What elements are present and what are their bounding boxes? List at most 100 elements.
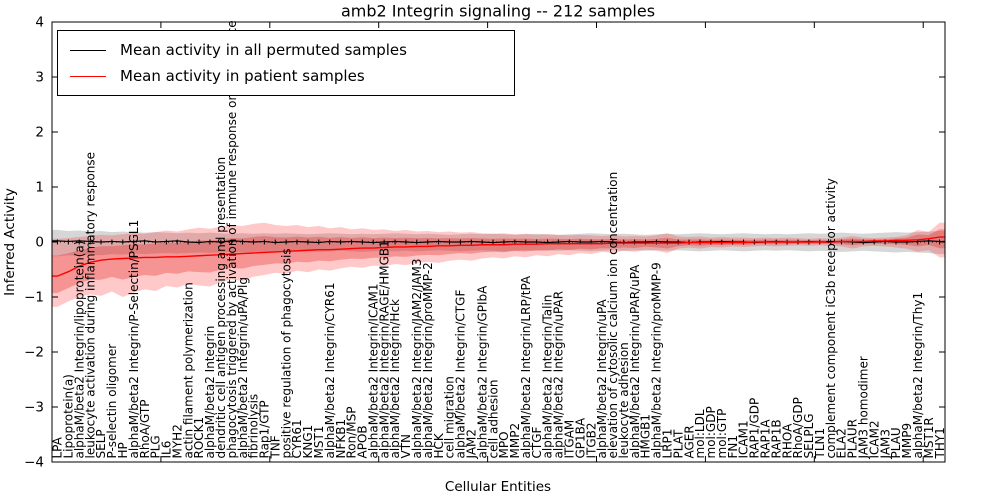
x-tick-label: PLAUR xyxy=(846,419,860,459)
x-tick-label: FN1 xyxy=(726,435,740,459)
y-tick-label: 0 xyxy=(35,235,44,251)
x-tick-label: JAM3 xyxy=(878,429,892,460)
x-tick-label: alphaM/beta2 Integrin/RAGE/HMGB1 xyxy=(377,240,391,458)
y-tick-label: −1 xyxy=(24,290,44,306)
x-tick-label: alphaM/beta2 Integrin/CTGF xyxy=(454,290,468,459)
x-tick-label: alphaM/beta2 Integrin/proMMP-9 xyxy=(650,262,664,458)
x-tick-label: TLN1 xyxy=(813,428,827,460)
chart-title: amb2 Integrin signaling -- 212 samples xyxy=(340,1,656,21)
x-tick-label: RAP1A xyxy=(759,419,773,459)
x-tick-label: ITGB2 xyxy=(584,422,598,458)
x-tick-label: fibrinolysis xyxy=(247,394,261,459)
x-tick-label: SELP xyxy=(94,429,108,458)
x-tick-label: mol:GDP xyxy=(704,406,718,458)
x-tick-label: Lipoprotein(a) xyxy=(62,374,76,458)
axis-ticks xyxy=(52,21,945,463)
x-tick-label: ROCK1 xyxy=(192,417,206,459)
x-tick-label: phagocytosis triggered by activation of … xyxy=(225,20,239,458)
x-tick-label: P-selectin oligomer xyxy=(105,344,119,459)
x-tick-label: alphaM/beta2 Integrin xyxy=(203,326,217,459)
x-tick-label: MMP9 xyxy=(900,423,914,459)
y-tick-label: 1 xyxy=(35,180,44,196)
x-tick-label: RAP1B xyxy=(769,419,783,458)
x-axis-title: Cellular Entities xyxy=(444,479,552,495)
x-tick-label: APOB xyxy=(356,425,370,458)
y-tick-label: −3 xyxy=(24,400,44,416)
x-tick-label: alphaM/beta2 Integrin/LRP/tPA xyxy=(519,275,533,458)
x-tick-label: PLG xyxy=(149,435,163,458)
x-tick-label: leukocyte activation during inflammatory… xyxy=(83,152,97,459)
x-tick-label: HMGB1 xyxy=(639,414,653,459)
x-tick-label: PLAT xyxy=(671,429,685,458)
x-tick-label: alphaM/beta2 Integrin/Hck xyxy=(388,299,402,459)
x-tick-label: ICAM1 xyxy=(737,420,751,458)
patient-band-inner xyxy=(52,229,945,294)
x-tick-label: MST1 xyxy=(312,426,326,459)
x-tick-label: Rap1/GTP xyxy=(258,400,272,458)
x-tick-label: dendritic cell antigen processing and pr… xyxy=(214,157,228,459)
x-tick-label: MYH2 xyxy=(170,424,184,458)
y-tick-label: −2 xyxy=(24,345,44,361)
x-tick-label: AGER xyxy=(682,425,696,458)
legend: Mean activity in all permuted samples Me… xyxy=(57,30,515,96)
permuted-band xyxy=(52,229,945,257)
x-tick-label: alphaM/beta2 Integrin/lipoprotein(a) xyxy=(72,241,86,459)
legend-label-patient: Mean activity in patient samples xyxy=(120,67,365,85)
x-tick-label: alphaM/beta2 Integrin/Thy1 xyxy=(911,292,925,459)
x-tick-label: LRP1 xyxy=(661,429,675,459)
x-tick-label: RhoA/GTP xyxy=(138,400,152,459)
x-tick-label: JAM2 xyxy=(464,429,478,460)
x-tick-label: alphaM/beta2 Integrin/ICAM1 xyxy=(366,283,380,458)
x-tick-label: NFKB1 xyxy=(334,419,348,459)
x-tick-label: THY1 xyxy=(933,427,947,459)
x-tick-label: leukocyte adhesion xyxy=(617,342,631,458)
x-tick-label: ELA2 xyxy=(835,428,849,458)
x-tick-label: CYR61 xyxy=(290,419,304,458)
x-tick-label: alphaM/beta2 Integrin/Talin xyxy=(541,295,555,459)
x-tick-label: alphaM/beta2 Integrin/uPA/Plg xyxy=(236,277,250,458)
y-tick-label: −4 xyxy=(24,455,44,471)
x-tick-label: cell adhesion xyxy=(486,380,500,459)
x-tick-label: CTGF xyxy=(530,426,544,458)
x-tick-label: Ron/MSP xyxy=(345,407,359,459)
x-tick-label: MMP2 xyxy=(508,423,522,459)
y-tick-label: 4 xyxy=(35,15,44,31)
x-tick-label: MPO xyxy=(497,431,511,458)
x-tick-label: HCK xyxy=(432,432,446,458)
x-tick-label: GP1BA xyxy=(573,417,587,458)
x-tick-label: VTN xyxy=(399,434,413,459)
y-tick-label: 2 xyxy=(35,125,44,141)
x-tick-label: ICAM2 xyxy=(867,420,881,458)
y-axis-title: Inferred Activity xyxy=(2,188,18,296)
x-tick-label: LPA xyxy=(51,436,65,458)
x-tick-label: PLAU xyxy=(889,427,903,458)
legend-label-permuted: Mean activity in all permuted samples xyxy=(120,41,407,59)
x-tick-label: RhoA/GDP xyxy=(791,397,805,458)
permuted-line-swatch xyxy=(70,49,106,51)
x-tick-label: alphaM/beta2 Integrin/GPIbA xyxy=(475,285,489,459)
x-tick-label: alphaM/beta2 Integrin/uPAR xyxy=(552,291,566,459)
patient-line-swatch xyxy=(70,75,106,77)
x-tick-label: KNG1 xyxy=(301,425,315,459)
x-tick-label: mol:GTP xyxy=(715,409,729,459)
x-tick-label: alphaM/beta2 Integrin/uPAR/uPA xyxy=(628,264,642,459)
x-tick-label: IL6 xyxy=(160,441,174,459)
x-tick-label: actin filament polymerization xyxy=(181,282,195,458)
x-tick-label: alphaM/beta2 Integrin/CYR61 xyxy=(323,282,337,458)
x-tick-label: RAP1/GDP xyxy=(748,398,762,459)
x-tick-label: HP xyxy=(116,442,130,458)
x-tick-label: mol:LDL xyxy=(693,409,707,458)
x-tick-label: ITGAM xyxy=(562,420,576,459)
x-tick-label: alphaM/beta2 Integrin/uPA xyxy=(595,298,609,458)
legend-item-patient: Mean activity in patient samples xyxy=(70,67,506,85)
legend-item-permuted: Mean activity in all permuted samples xyxy=(70,41,506,59)
y-tick-label: 3 xyxy=(35,70,44,86)
x-tick-label: RHOA xyxy=(780,423,794,459)
patient-mean-line xyxy=(52,236,945,277)
x-tick-label: TNF xyxy=(268,435,282,459)
x-tick-label: cell migration xyxy=(443,376,457,458)
x-tick-label: JAM3 homodimer xyxy=(857,356,871,459)
x-tick-label: alphaM/beta2 Integrin/JAM2/JAM3 xyxy=(410,258,424,458)
